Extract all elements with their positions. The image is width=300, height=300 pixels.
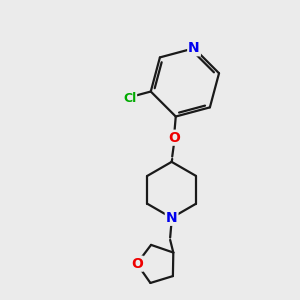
Text: O: O bbox=[168, 131, 180, 145]
Text: Cl: Cl bbox=[123, 92, 136, 104]
Text: N: N bbox=[188, 41, 200, 55]
Text: O: O bbox=[131, 257, 143, 271]
Text: N: N bbox=[166, 211, 177, 225]
